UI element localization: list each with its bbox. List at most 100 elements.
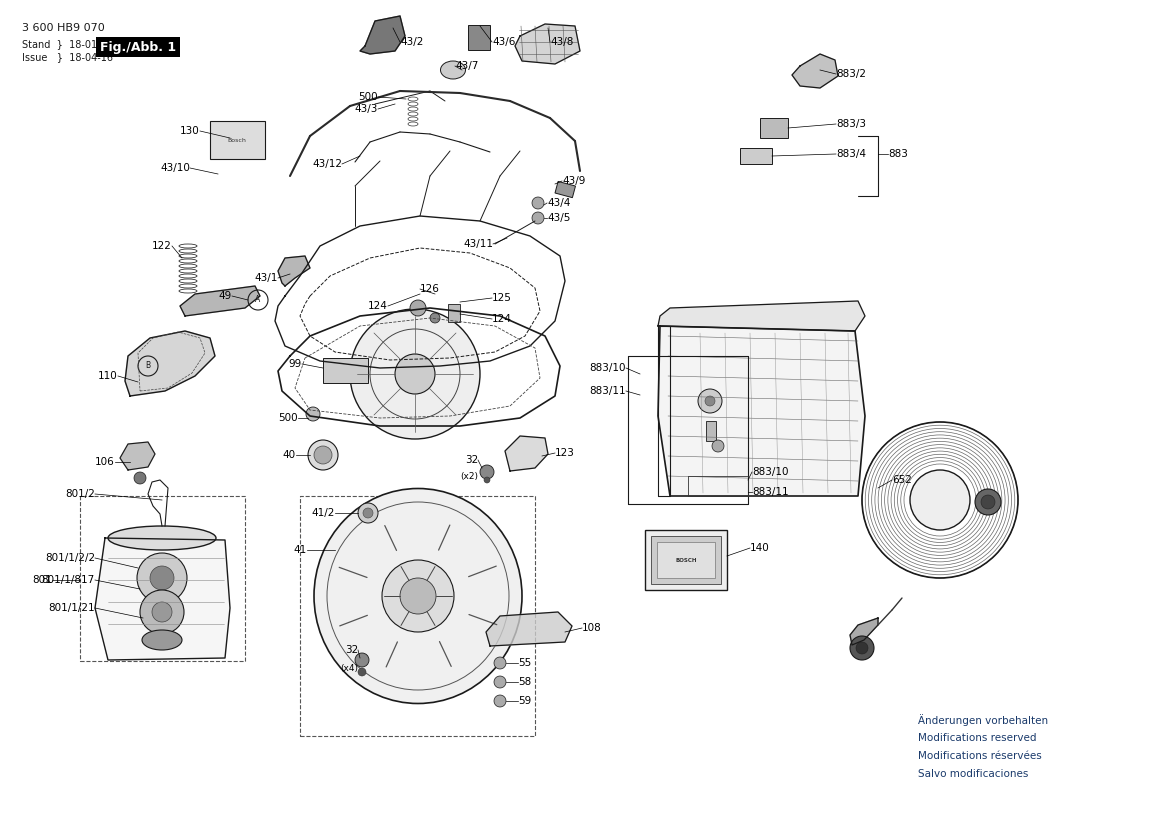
- Text: B: B: [145, 362, 151, 371]
- Circle shape: [358, 668, 366, 676]
- Circle shape: [410, 300, 426, 316]
- Text: 110: 110: [98, 371, 118, 381]
- Bar: [740, 148, 772, 164]
- Ellipse shape: [141, 630, 182, 650]
- Bar: [555, 182, 575, 197]
- Text: 130: 130: [180, 126, 200, 136]
- Circle shape: [698, 389, 722, 413]
- Text: 883/4: 883/4: [836, 149, 866, 159]
- Text: 883/10: 883/10: [752, 467, 789, 477]
- Circle shape: [150, 566, 174, 590]
- Circle shape: [494, 676, 506, 688]
- Text: 49: 49: [219, 291, 231, 301]
- Circle shape: [382, 560, 454, 632]
- Polygon shape: [516, 24, 580, 64]
- Text: 124: 124: [368, 301, 388, 311]
- Text: Bosch: Bosch: [228, 137, 247, 143]
- Circle shape: [314, 446, 332, 464]
- Polygon shape: [95, 538, 230, 660]
- Text: 32: 32: [345, 645, 358, 655]
- Circle shape: [484, 477, 490, 483]
- Text: 123: 123: [555, 448, 575, 458]
- Text: 43/6: 43/6: [492, 37, 516, 47]
- Polygon shape: [360, 16, 404, 54]
- Bar: [645, 530, 727, 590]
- Text: (x4): (x4): [340, 663, 358, 672]
- Circle shape: [494, 695, 506, 707]
- Polygon shape: [120, 442, 155, 470]
- Bar: [468, 25, 490, 50]
- Polygon shape: [486, 612, 572, 646]
- Text: 99: 99: [289, 359, 302, 369]
- Polygon shape: [850, 618, 878, 645]
- Text: 41/2: 41/2: [312, 508, 336, 518]
- Text: Änderungen vorbehalten: Änderungen vorbehalten: [918, 714, 1049, 726]
- Text: 652: 652: [892, 475, 912, 485]
- Text: BOSCH: BOSCH: [676, 558, 697, 563]
- Circle shape: [306, 407, 320, 421]
- Bar: [657, 542, 715, 578]
- Circle shape: [400, 578, 436, 614]
- Circle shape: [355, 653, 369, 667]
- Text: 801: 801: [33, 575, 51, 585]
- Text: 43/8: 43/8: [549, 37, 573, 47]
- Circle shape: [350, 309, 480, 439]
- Text: 801/1/2/2: 801/1/2/2: [44, 553, 95, 563]
- Text: 122: 122: [152, 241, 172, 251]
- Polygon shape: [793, 54, 838, 88]
- Text: 40: 40: [283, 450, 296, 460]
- Ellipse shape: [441, 61, 465, 79]
- Text: 801/1/817: 801/1/817: [42, 575, 95, 585]
- Circle shape: [364, 508, 373, 518]
- Bar: [651, 536, 721, 584]
- Circle shape: [532, 212, 544, 224]
- Bar: [210, 121, 265, 159]
- Text: 43/11: 43/11: [463, 239, 493, 249]
- Text: 43/9: 43/9: [562, 176, 586, 186]
- Text: 32: 32: [465, 455, 478, 465]
- Bar: [323, 358, 368, 383]
- Circle shape: [850, 636, 874, 660]
- Text: 3 600 HB9 070: 3 600 HB9 070: [22, 23, 105, 33]
- Text: 883/11: 883/11: [589, 386, 627, 396]
- Text: Fig./Abb. 1: Fig./Abb. 1: [99, 40, 177, 54]
- Bar: [448, 304, 459, 322]
- Bar: [760, 118, 788, 138]
- Bar: [706, 421, 715, 441]
- Text: 43/7: 43/7: [455, 61, 478, 71]
- Polygon shape: [658, 326, 865, 496]
- Circle shape: [480, 465, 494, 479]
- Text: 126: 126: [420, 284, 440, 294]
- Bar: [79, 496, 245, 661]
- Polygon shape: [180, 286, 260, 316]
- Circle shape: [395, 354, 435, 394]
- Text: A: A: [255, 296, 261, 305]
- Circle shape: [712, 440, 724, 452]
- Text: 883/2: 883/2: [836, 69, 866, 79]
- Bar: [300, 496, 535, 736]
- Circle shape: [307, 440, 338, 470]
- Text: 108: 108: [582, 623, 602, 633]
- Circle shape: [358, 503, 378, 523]
- Text: 801/2: 801/2: [65, 489, 95, 499]
- Text: 801/1/21: 801/1/21: [48, 603, 95, 613]
- Text: Modifications reserved: Modifications reserved: [918, 733, 1037, 743]
- Polygon shape: [278, 256, 310, 286]
- Text: 140: 140: [750, 543, 769, 553]
- Text: 106: 106: [95, 457, 115, 467]
- Circle shape: [532, 197, 544, 209]
- Text: 883/11: 883/11: [752, 487, 789, 497]
- Polygon shape: [125, 331, 215, 396]
- Text: 55: 55: [518, 658, 531, 668]
- Circle shape: [430, 313, 440, 323]
- Polygon shape: [505, 436, 548, 471]
- Text: Stand  }  18-01: Stand } 18-01: [22, 39, 97, 49]
- Text: 883/3: 883/3: [836, 119, 866, 129]
- Text: 500: 500: [278, 413, 298, 423]
- Text: 43/1: 43/1: [255, 273, 278, 283]
- Text: 43/10: 43/10: [160, 163, 191, 173]
- Circle shape: [140, 590, 184, 634]
- Text: 59: 59: [518, 696, 531, 706]
- Text: 500: 500: [359, 92, 378, 102]
- Text: 43/3: 43/3: [354, 104, 378, 114]
